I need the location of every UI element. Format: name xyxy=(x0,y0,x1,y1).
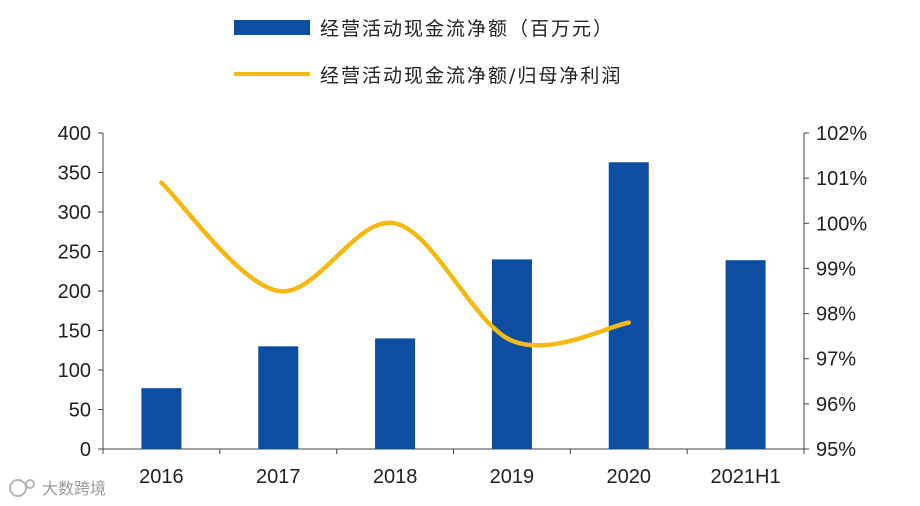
axes xyxy=(102,133,805,450)
watermark: 大数跨境 xyxy=(9,479,106,498)
right-tick-label: 102% xyxy=(816,123,867,145)
bars xyxy=(141,162,766,450)
watermark-logo-icon xyxy=(9,479,27,497)
bar-2021H1 xyxy=(725,260,766,449)
x-tick-label: 2016 xyxy=(139,466,184,488)
left-tick-label: 300 xyxy=(58,202,91,224)
x-tick-label: 2018 xyxy=(373,466,418,488)
left-tick-label: 100 xyxy=(58,360,91,382)
right-tick-label: 95% xyxy=(816,439,856,461)
ratio-series xyxy=(159,180,631,348)
legend-swatch-bar xyxy=(234,20,310,35)
watermark-logo-dot-icon xyxy=(25,479,35,489)
left-tick-label: 250 xyxy=(58,242,91,264)
left-tick-labels: 0 50 100 150 200 250 300 350 400 xyxy=(58,123,103,461)
right-tick-label: 100% xyxy=(816,213,867,235)
bar-2017 xyxy=(258,346,299,449)
x-tick-label: 2021H1 xyxy=(711,466,781,488)
right-tick-label: 101% xyxy=(816,168,867,190)
left-tick-label: 400 xyxy=(58,123,91,145)
bar-2019 xyxy=(491,259,532,449)
right-tick-label: 98% xyxy=(816,304,856,326)
x-tick-label: 2017 xyxy=(256,466,301,488)
left-tick-label: 50 xyxy=(69,400,91,422)
legend-label-line: 经营活动现金流净额/归母净利润 xyxy=(320,65,622,87)
right-tick-label: 97% xyxy=(816,349,856,371)
bar-2020 xyxy=(608,162,649,450)
ratio-line xyxy=(159,180,631,348)
right-tick-label: 96% xyxy=(816,394,856,416)
left-tick-label: 150 xyxy=(58,321,91,343)
bar-2016 xyxy=(141,388,182,449)
left-tick-label: 0 xyxy=(80,439,91,461)
right-tick-label: 99% xyxy=(816,258,856,280)
x-tick-label: 2019 xyxy=(490,466,535,488)
bar-2018 xyxy=(375,338,416,449)
legend: 经营活动现金流净额（百万元） 经营活动现金流净额/归母净利润 xyxy=(234,18,622,87)
left-tick-label: 350 xyxy=(58,163,91,185)
watermark-text: 大数跨境 xyxy=(42,479,106,498)
left-tick-label: 200 xyxy=(58,281,91,303)
x-tick-labels: 2016 2017 2018 2019 2020 2021H1 xyxy=(102,449,805,488)
right-tick-labels: 95% 96% 97% 98% 99% 100% 101% 102% xyxy=(804,123,867,461)
x-tick-label: 2020 xyxy=(607,466,652,488)
legend-label-bar: 经营活动现金流净额（百万元） xyxy=(320,18,614,40)
